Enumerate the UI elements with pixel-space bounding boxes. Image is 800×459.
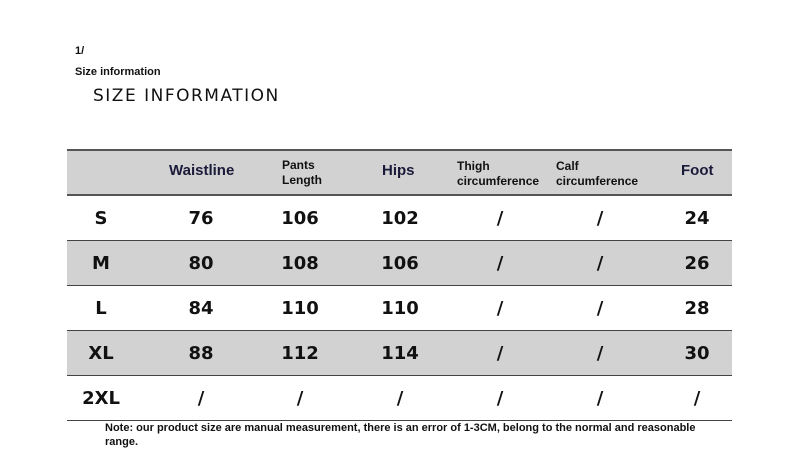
table-cell: / <box>197 387 205 409</box>
header-waistline: Waistline <box>169 162 235 179</box>
size-label: XL <box>88 342 114 364</box>
table-cell: 76 <box>188 207 214 229</box>
header-line: Length <box>282 173 322 187</box>
header-line: circumference <box>556 174 639 188</box>
table-cell: / <box>596 297 604 319</box>
size-label: S <box>94 207 108 229</box>
header-line: circumference <box>457 174 540 188</box>
table-cell: 30 <box>684 342 710 364</box>
table-row: M 80 108 106 / / 26 <box>67 241 732 286</box>
page-title: SIZE INFORMATION <box>93 86 280 106</box>
page-index: 1/ <box>75 45 85 57</box>
table-cell: / <box>596 207 604 229</box>
header-thigh: Thigh circumference <box>457 159 539 189</box>
header-line: Thigh <box>457 159 490 173</box>
table-cell: 80 <box>188 252 214 274</box>
table-cell: / <box>496 252 504 274</box>
table-cell: 102 <box>381 207 419 229</box>
header-calf: Calf circumference <box>556 159 638 189</box>
table-cell: 110 <box>281 297 319 319</box>
table-row: 2XL / / / / / / <box>67 376 732 421</box>
table-row: S 76 106 102 / / 24 <box>67 196 732 241</box>
table-cell: 106 <box>281 207 319 229</box>
table-cell: 106 <box>381 252 419 274</box>
table-cell: 24 <box>684 207 710 229</box>
table-cell: 112 <box>281 342 319 364</box>
table-header: Waistline Pants Length Hips Thigh circumfe… <box>67 149 732 196</box>
size-label: L <box>95 297 107 319</box>
table-cell: 114 <box>381 342 419 364</box>
table-cell: / <box>596 387 604 409</box>
table-cell: / <box>596 342 604 364</box>
table-cell: / <box>693 387 701 409</box>
table-row: L 84 110 110 / / 28 <box>67 286 732 331</box>
table-cell: 88 <box>188 342 214 364</box>
table-cell: / <box>496 342 504 364</box>
header-foot: Foot <box>681 162 714 179</box>
size-label: 2XL <box>82 387 120 409</box>
table-cell: / <box>296 387 304 409</box>
table-cell: 84 <box>188 297 214 319</box>
header-line: Calf <box>556 159 579 173</box>
table-cell: 26 <box>684 252 710 274</box>
table-cell: / <box>496 207 504 229</box>
table-cell: / <box>496 387 504 409</box>
table-cell: / <box>596 252 604 274</box>
note-text: Note: our product size are manual measur… <box>105 422 696 448</box>
table-cell: 110 <box>381 297 419 319</box>
header-pants-length: Pants Length <box>282 158 322 188</box>
table-row: XL 88 112 114 / / 30 <box>67 331 732 376</box>
table-cell: 108 <box>281 252 319 274</box>
table-cell: / <box>396 387 404 409</box>
header-hips: Hips <box>382 162 415 179</box>
table-cell: / <box>496 297 504 319</box>
size-label: M <box>92 252 110 274</box>
page-subtitle: Size information <box>75 66 161 78</box>
header-line: Pants <box>282 158 315 172</box>
table-cell: 28 <box>684 297 710 319</box>
size-table: Waistline Pants Length Hips Thigh circumfe… <box>67 149 732 421</box>
